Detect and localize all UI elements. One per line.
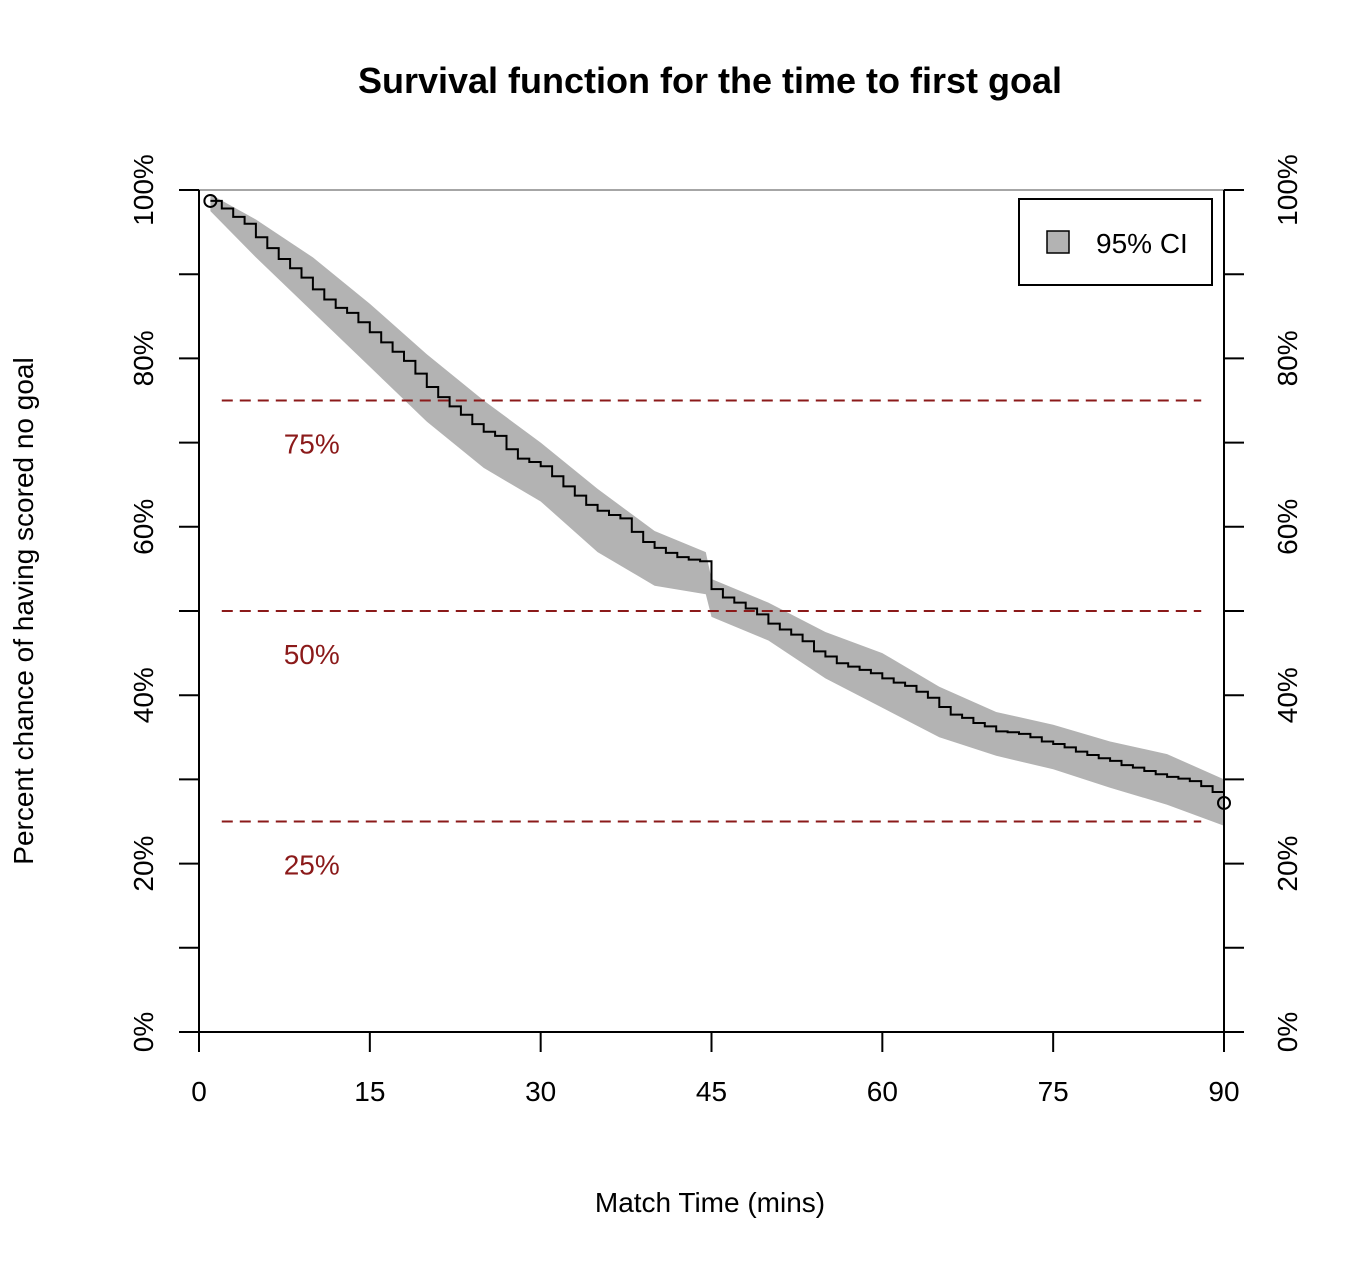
x-tick-label-60: 60 — [867, 1076, 898, 1107]
y-tick-label-left-0: 0% — [128, 1012, 159, 1052]
y-tick-label-right-80: 80% — [1272, 330, 1303, 386]
y-tick-label-right-40: 40% — [1272, 667, 1303, 723]
reference-label-25: 25% — [284, 850, 340, 881]
y-tick-label-right-20: 20% — [1272, 836, 1303, 892]
legend: 95% CI — [1018, 198, 1213, 286]
reference-lines-layer: 75% 50% 25% — [221, 399, 1202, 881]
y-tick-label-right-100: 100% — [1272, 154, 1303, 226]
survival-curve-layer — [203, 193, 1231, 810]
x-tick-label-15: 15 — [354, 1076, 385, 1107]
y-tick-label-left-60: 60% — [128, 499, 159, 555]
ci-band — [210, 194, 1224, 826]
x-tick-label-75: 75 — [1038, 1076, 1069, 1107]
reference-label-50: 50% — [284, 639, 340, 670]
x-tick-label-0: 0 — [191, 1076, 207, 1107]
legend-label: 95% CI — [1096, 228, 1188, 259]
x-axis-label: Match Time (mins) — [595, 1187, 825, 1218]
y-axis-label: Percent chance of having scored no goal — [8, 357, 39, 864]
y-tick-label-right-60: 60% — [1272, 499, 1303, 555]
x-tick-label-30: 30 — [525, 1076, 556, 1107]
y-tick-label-left-80: 80% — [128, 330, 159, 386]
reference-label-75: 75% — [284, 429, 340, 460]
x-tick-label-90: 90 — [1208, 1076, 1239, 1107]
y-tick-label-left-40: 40% — [128, 667, 159, 723]
chart-title: Survival function for the time to first … — [358, 60, 1062, 101]
axes-layer: 0 15 30 45 60 75 90 0% 0% 20% 20% 40% 40% 60% 60% 80% 80… — [128, 154, 1303, 1107]
y-tick-label-left-100: 100% — [128, 154, 159, 226]
y-tick-label-left-20: 20% — [128, 836, 159, 892]
ci-band-layer — [210, 194, 1224, 826]
legend-swatch — [1046, 230, 1070, 254]
y-tick-label-right-0: 0% — [1272, 1012, 1303, 1052]
censor-point-start — [203, 193, 218, 208]
survival-step-line — [210, 199, 1225, 803]
x-tick-label-45: 45 — [696, 1076, 727, 1107]
